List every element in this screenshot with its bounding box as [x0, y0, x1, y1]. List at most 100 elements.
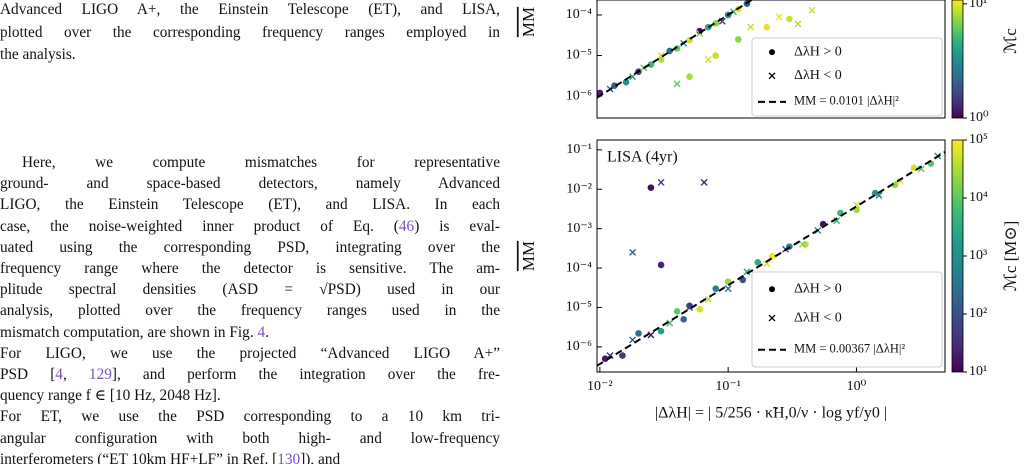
x-tick-label: 10⁻² — [587, 379, 613, 394]
text-run: case, the noise-weighted inner product o… — [0, 217, 399, 235]
data-point-x — [657, 178, 665, 186]
text-line: plitude spectral densities (ASD = √PSD) … — [0, 280, 500, 300]
data-point — [611, 82, 618, 90]
data-point-x — [686, 303, 694, 311]
text-line: frequency range where the detector is se… — [0, 259, 500, 279]
data-point-x — [666, 319, 674, 327]
text-line: ground- and space-based detectors, namel… — [0, 174, 500, 194]
text-run: ], and perform the integration over the … — [111, 366, 500, 383]
data-point-x — [763, 260, 771, 268]
text-run: quency range f ∈ [10 Hz, 2048 Hz]. — [0, 387, 221, 405]
legend-label: ΔλH > 0 — [794, 281, 842, 296]
data-point-x — [700, 178, 708, 186]
data-point — [712, 285, 720, 292]
legend-marker — [768, 314, 776, 322]
text-run: For ET, we use the PSD corresponding to … — [0, 408, 500, 426]
y-axis-label: MM — [519, 7, 538, 37]
colorbar — [951, 139, 964, 373]
data-point-x — [794, 20, 802, 28]
fit-line — [597, 0, 754, 99]
legend-marker — [769, 286, 775, 293]
annotation: LISA (4yr) — [607, 149, 678, 166]
x-axis-label: |ΔλH| = | 5/256 · κ̃H,0/ν · log yf/y0 | — [655, 405, 887, 422]
scatter-chart: 10⁻⁴ 10⁻⁵ 10⁻⁶ MM ΔλH > 0 ΔλH < 0 MM = 0.0101 … — [519, 0, 1020, 125]
text-run: , — [62, 366, 89, 383]
y-tick-label: 10⁻⁴ — [566, 7, 592, 22]
data-point — [647, 184, 655, 191]
data-point-x — [799, 240, 807, 248]
text-line: case, the noise-weighted inner product o… — [0, 217, 500, 237]
colorbar-tick-label: 10¹ — [969, 364, 987, 379]
text-run: ) is eval- — [414, 217, 500, 235]
text-run: Here, we compute mismatches for represen… — [22, 154, 500, 171]
colorbar-tick-label: 10⁵ — [969, 132, 988, 147]
text-run: analysis, plotted over the frequency ran… — [0, 302, 500, 320]
text-run: PSD [ — [0, 366, 56, 383]
text-line: Here, we compute mismatches for represen… — [0, 153, 500, 173]
colorbar-tick-label: 10¹ — [969, 0, 987, 11]
reference-link[interactable]: 130 — [277, 450, 301, 464]
caption-line: Advanced LIGO A+, the Einstein Telescope… — [0, 1, 500, 18]
x-tick-label: 10⁰ — [847, 379, 867, 394]
legend-marker — [769, 49, 775, 56]
reference-link[interactable]: 129 — [88, 366, 112, 383]
fit-line — [597, 151, 945, 367]
x-tick-label: 10⁻¹ — [715, 379, 741, 394]
data-point — [673, 45, 681, 52]
text-run: For LIGO, we use the projected “Advanced… — [0, 344, 500, 362]
y-tick-label: 10⁻¹ — [566, 142, 592, 157]
legend-box — [751, 37, 943, 117]
data-point-x — [704, 55, 712, 63]
colorbar-label: ℳc — [1001, 28, 1020, 54]
text-run: ground- and space-based detectors, namel… — [0, 175, 500, 193]
text-run: LIGO, the Einstein Telescope (ET), and L… — [0, 196, 500, 214]
data-point-x — [704, 295, 712, 303]
data-point — [763, 23, 771, 31]
text-line: interferometers (“ET 10km HF+LF” in Ref.… — [0, 450, 500, 464]
text-line: LIGO, the Einstein Telescope (ET), and L… — [0, 195, 500, 215]
data-point-x — [629, 248, 637, 256]
legend-label: ΔλH < 0 — [794, 310, 842, 325]
legend-label: MM = 0.00367 |ΔλH|² — [794, 342, 905, 356]
y-axis-label: MM — [519, 241, 538, 271]
axes-frame — [596, 139, 946, 373]
y-tick-label: 10⁻⁴ — [566, 260, 592, 275]
data-point — [657, 327, 665, 335]
legend-label: ΔλH > 0 — [794, 44, 842, 59]
data-point — [768, 252, 776, 260]
data-point — [712, 52, 720, 59]
reference-link[interactable]: 4 — [55, 366, 63, 383]
data-point — [754, 259, 762, 266]
y-tick-label: 10⁻⁶ — [566, 339, 592, 354]
data-point-x — [808, 6, 816, 14]
data-point — [786, 15, 793, 23]
text-line: analysis, plotted over the frequency ran… — [0, 301, 500, 321]
axes-frame — [596, 0, 946, 119]
text-line: uated using the corresponding PSD, integ… — [0, 238, 500, 258]
data-point-x — [747, 23, 755, 31]
caption-line: the analysis. — [0, 46, 76, 63]
colorbar-tick-label: 10³ — [969, 248, 987, 263]
text-run: frequency range where the detector is se… — [0, 260, 500, 277]
y-tick-label: 10⁻⁵ — [566, 300, 592, 315]
data-point-x — [673, 80, 681, 88]
data-point — [735, 36, 742, 43]
plot-area — [597, 151, 945, 367]
data-point — [696, 305, 703, 313]
text-run: ]), and — [300, 450, 341, 464]
y-tick-label: 10⁻⁵ — [566, 48, 592, 63]
data-point — [657, 261, 665, 269]
text-run: . — [265, 323, 269, 341]
text-run: interferometers (“ET 10km HF+LF” in Ref.… — [0, 450, 278, 464]
reference-link[interactable]: 4 — [257, 323, 266, 341]
data-point — [635, 330, 642, 337]
reference-link[interactable]: 46 — [398, 217, 415, 235]
text-line: quency range f ∈ [10 Hz, 2048 Hz]. — [0, 386, 500, 406]
data-point — [673, 307, 681, 315]
legend-box — [751, 271, 943, 368]
data-point-x — [724, 285, 732, 293]
data-point-x — [743, 268, 751, 276]
colorbar-tick-label: 10⁴ — [969, 190, 988, 205]
data-point-x — [775, 13, 783, 21]
